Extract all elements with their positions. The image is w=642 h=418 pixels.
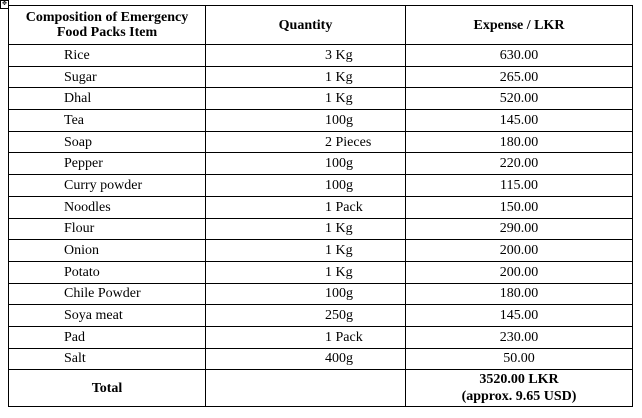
expense-cell: 50.00 <box>405 347 633 371</box>
header-expense: Expense / LKR <box>405 5 633 45</box>
expense-cell: 145.00 <box>405 304 633 327</box>
table-row: Pad 1 Pack 230.00 <box>8 325 633 349</box>
quantity-cell: 1 Kg <box>205 260 406 284</box>
item-cell: Pad <box>8 325 206 349</box>
total-row: Total 3520.00 LKR (approx. 9.65 USD) <box>8 369 633 408</box>
item-cell: Tea <box>8 109 206 132</box>
expense-cell: 180.00 <box>405 130 633 154</box>
table-row: Flour 1 Kg 290.00 <box>8 217 633 241</box>
item-cell: Salt <box>8 347 206 371</box>
table-row: Sugar 1 Kg 265.00 <box>8 65 633 89</box>
table-row: Potato 1 Kg 200.00 <box>8 260 633 284</box>
total-value-cell: 3520.00 LKR (approx. 9.65 USD) <box>405 369 633 408</box>
quantity-cell: 1 Kg <box>205 217 406 241</box>
total-usd: (approx. 9.65 USD) <box>461 389 577 405</box>
quantity-cell: 1 Pack <box>205 325 406 349</box>
item-cell: Flour <box>8 217 206 241</box>
item-cell: Rice <box>8 44 206 67</box>
expense-cell: 230.00 <box>405 325 633 349</box>
quantity-cell: 100g <box>205 282 406 306</box>
expense-cell: 150.00 <box>405 195 633 219</box>
quantity-cell: 250g <box>205 304 406 327</box>
total-label: Total <box>8 369 206 408</box>
table-row: Onion 1 Kg 200.00 <box>8 239 633 262</box>
item-cell: Sugar <box>8 65 206 89</box>
quantity-cell: 3 Kg <box>205 44 406 67</box>
quantity-cell: 400g <box>205 347 406 371</box>
table-row: Curry powder 100g 115.00 <box>8 174 633 197</box>
quantity-cell: 100g <box>205 109 406 132</box>
table-header-row: Composition of Emergency Food Packs Item… <box>8 5 633 45</box>
table-row: Soya meat 250g 145.00 <box>8 304 633 327</box>
item-cell: Dhal <box>8 87 206 111</box>
table-row: Soap 2 Pieces 180.00 <box>8 130 633 154</box>
table-row: Tea 100g 145.00 <box>8 109 633 132</box>
expense-cell: 220.00 <box>405 152 633 176</box>
item-cell: Onion <box>8 239 206 262</box>
table-row: Rice 3 Kg 630.00 <box>8 44 633 67</box>
quantity-cell: 100g <box>205 152 406 176</box>
item-cell: Chile Powder <box>8 282 206 306</box>
expense-cell: 630.00 <box>405 44 633 67</box>
header-item-line1: Composition of Emergency <box>25 10 189 25</box>
item-cell: Soap <box>8 130 206 154</box>
quantity-cell: 1 Pack <box>205 195 406 219</box>
table-row: Chile Powder 100g 180.00 <box>8 282 633 306</box>
item-cell: Noodles <box>8 195 206 219</box>
quantity-cell: 1 Kg <box>205 65 406 89</box>
expense-cell: 265.00 <box>405 65 633 89</box>
header-quantity: Quantity <box>205 5 406 45</box>
food-pack-table: Composition of Emergency Food Packs Item… <box>8 5 633 408</box>
expense-cell: 290.00 <box>405 217 633 241</box>
total-empty-cell <box>205 369 406 408</box>
expense-cell: 115.00 <box>405 174 633 197</box>
expense-cell: 200.00 <box>405 260 633 284</box>
expense-cell: 520.00 <box>405 87 633 111</box>
expense-cell: 200.00 <box>405 239 633 262</box>
header-item-line2: Food Packs Item <box>56 25 158 40</box>
quantity-cell: 1 Kg <box>205 239 406 262</box>
table-row: Noodles 1 Pack 150.00 <box>8 195 633 219</box>
quantity-cell: 2 Pieces <box>205 130 406 154</box>
header-item: Composition of Emergency Food Packs Item <box>8 5 206 45</box>
expense-cell: 180.00 <box>405 282 633 306</box>
table-row: Pepper 100g 220.00 <box>8 152 633 176</box>
item-cell: Curry powder <box>8 174 206 197</box>
quantity-cell: 100g <box>205 174 406 197</box>
table-move-handle-icon[interactable]: ✥ <box>0 0 9 9</box>
table-row: Salt 400g 50.00 <box>8 347 633 371</box>
item-cell: Potato <box>8 260 206 284</box>
quantity-cell: 1 Kg <box>205 87 406 111</box>
total-amount: 3520.00 LKR <box>479 372 559 388</box>
table-row: Dhal 1 Kg 520.00 <box>8 87 633 111</box>
expense-cell: 145.00 <box>405 109 633 132</box>
item-cell: Soya meat <box>8 304 206 327</box>
table-body: Rice 3 Kg 630.00 Sugar 1 Kg 265.00 Dhal 1 Kg 520… <box>8 44 633 371</box>
item-cell: Pepper <box>8 152 206 176</box>
